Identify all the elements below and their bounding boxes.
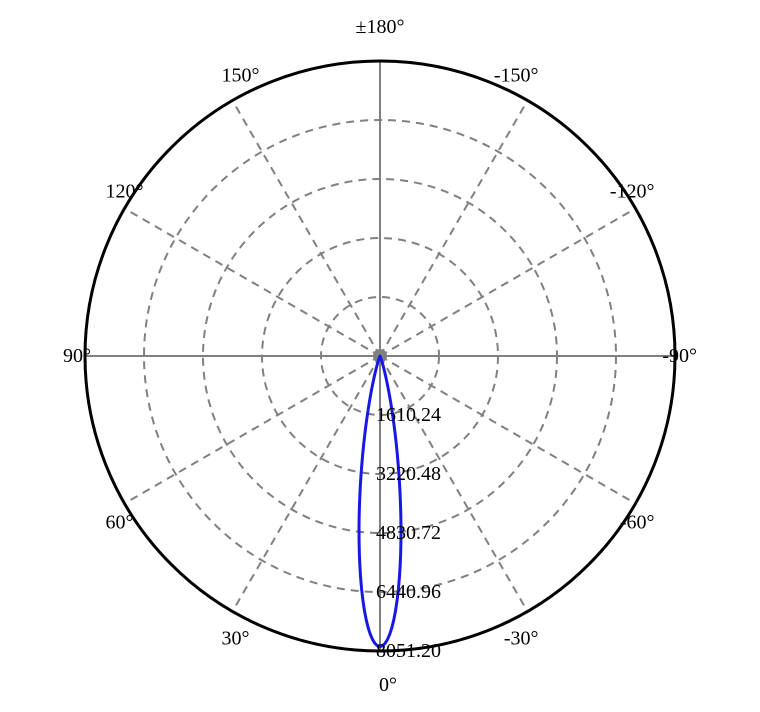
polar-chart: 1610.24 3220.48 4830.72 6440.96 8051.20 ±180… [0, 0, 760, 712]
angle-label: -90° [662, 345, 697, 367]
angle-label: ±180° [356, 16, 405, 38]
radial-labels: 1610.24 3220.48 4830.72 6440.96 8051.20 [376, 404, 441, 662]
radial-tick-label: 3220.48 [376, 463, 441, 485]
angle-label: 120° [105, 181, 143, 203]
angle-label: 60° [105, 512, 133, 534]
grid-spoke [380, 209, 635, 357]
angle-label: -30° [504, 628, 539, 650]
angle-label: 30° [222, 628, 250, 650]
grid-spoke [233, 101, 381, 356]
angle-label: 90° [63, 345, 91, 367]
angle-label: -60° [620, 512, 655, 534]
grid-spoke [233, 356, 381, 611]
radial-tick-label: 4830.72 [376, 522, 441, 544]
radial-tick-label: 6440.96 [376, 581, 441, 603]
angle-label: -150° [494, 64, 539, 86]
angle-label: 150° [222, 64, 260, 86]
grid-spoke [125, 356, 380, 504]
radial-tick-label: 8051.20 [376, 640, 441, 662]
grid-spoke [380, 101, 528, 356]
angle-label: 0° [379, 674, 397, 696]
grid-spoke [125, 209, 380, 357]
angle-label: -120° [610, 181, 655, 203]
radial-tick-label: 1610.24 [376, 404, 441, 426]
